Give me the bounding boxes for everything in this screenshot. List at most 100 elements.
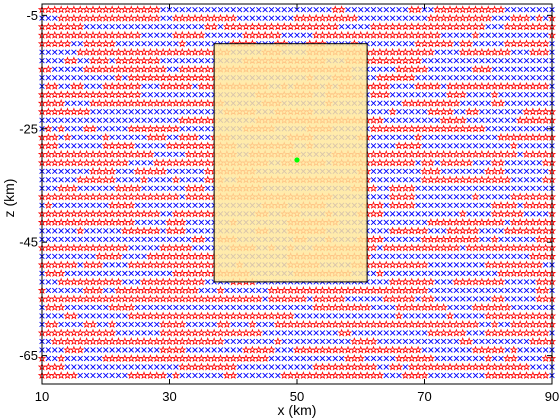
cross-marker <box>472 338 479 345</box>
cross-marker <box>230 287 236 294</box>
star-marker <box>76 192 85 201</box>
star-marker <box>477 243 487 252</box>
cross-marker <box>440 262 447 268</box>
cross-marker <box>415 92 421 98</box>
star-marker <box>248 22 257 31</box>
cross-marker <box>160 92 166 98</box>
star-marker <box>56 22 66 31</box>
star-marker <box>44 22 53 31</box>
cross-marker <box>377 66 383 72</box>
star-marker <box>401 47 410 56</box>
cross-marker <box>166 236 173 243</box>
x-axis-label: x (km) <box>278 402 317 418</box>
cross-marker <box>134 270 141 277</box>
cross-marker <box>491 338 498 345</box>
cross-marker <box>377 185 383 192</box>
star-marker <box>222 371 232 380</box>
star-marker <box>343 320 353 329</box>
cross-marker <box>115 134 122 141</box>
star-marker <box>471 47 480 56</box>
star-marker <box>158 311 168 320</box>
star-marker <box>88 286 98 294</box>
cross-marker <box>319 338 326 345</box>
star-marker <box>184 183 193 192</box>
star-marker <box>209 22 219 31</box>
star-marker <box>445 234 455 243</box>
cross-marker <box>542 15 549 21</box>
star-marker <box>241 311 251 320</box>
star-marker <box>477 217 487 226</box>
star-marker <box>69 183 79 192</box>
cross-marker <box>396 15 402 21</box>
star-marker <box>44 328 53 337</box>
star-marker <box>171 337 181 346</box>
cross-marker <box>122 126 128 132</box>
star-marker <box>152 209 161 218</box>
star-marker <box>528 22 538 31</box>
star-marker <box>394 47 404 56</box>
star-marker <box>190 183 200 192</box>
star-marker <box>101 354 110 363</box>
star-marker <box>318 303 327 311</box>
cross-marker <box>147 330 154 336</box>
star-marker <box>216 337 225 346</box>
cross-marker <box>383 100 389 106</box>
star-marker <box>490 311 499 320</box>
cross-marker <box>179 23 185 30</box>
star-marker <box>101 132 110 141</box>
cross-marker <box>447 296 453 302</box>
cross-marker <box>179 194 185 200</box>
star-marker <box>158 286 168 294</box>
star-marker <box>356 371 365 380</box>
cross-marker <box>115 177 122 183</box>
cross-marker <box>83 100 90 106</box>
cross-marker <box>447 262 453 268</box>
star-marker <box>82 30 91 39</box>
cross-marker <box>440 194 447 200</box>
cross-marker <box>523 126 530 132</box>
star-marker <box>439 115 448 124</box>
cross-marker <box>173 304 179 311</box>
star-marker <box>401 294 410 303</box>
star-marker <box>490 234 499 243</box>
cross-marker <box>58 253 64 260</box>
star-marker <box>50 98 59 107</box>
star-marker <box>452 226 461 235</box>
star-marker <box>541 251 550 260</box>
star-marker <box>152 73 161 82</box>
star-marker <box>178 39 187 48</box>
cross-marker <box>530 15 536 21</box>
star-marker <box>375 47 385 56</box>
cross-marker <box>160 228 166 234</box>
star-marker <box>95 149 104 158</box>
cross-marker <box>434 355 440 362</box>
star-marker <box>541 107 550 116</box>
star-marker <box>369 22 378 31</box>
cross-marker <box>383 194 389 200</box>
star-marker <box>152 371 161 380</box>
cross-marker <box>453 40 460 47</box>
star-marker <box>56 303 66 311</box>
cross-marker <box>338 313 345 319</box>
cross-marker <box>173 168 179 175</box>
star-marker <box>120 303 130 311</box>
cross-marker <box>466 372 472 379</box>
cross-marker <box>377 134 383 141</box>
star-marker <box>88 294 98 303</box>
cross-marker <box>498 23 504 30</box>
cross-marker <box>542 57 549 64</box>
cross-marker <box>530 66 536 72</box>
cross-marker <box>128 134 134 141</box>
star-marker <box>101 47 110 56</box>
star-marker <box>190 328 200 337</box>
star-marker <box>50 371 59 380</box>
cross-marker <box>460 32 466 38</box>
star-marker <box>541 294 550 303</box>
cross-marker <box>205 92 211 98</box>
cross-marker <box>358 330 364 336</box>
star-marker <box>101 30 110 39</box>
star-marker <box>88 149 98 158</box>
cross-marker <box>109 313 115 319</box>
cross-marker <box>421 143 428 149</box>
cross-marker <box>128 117 134 123</box>
